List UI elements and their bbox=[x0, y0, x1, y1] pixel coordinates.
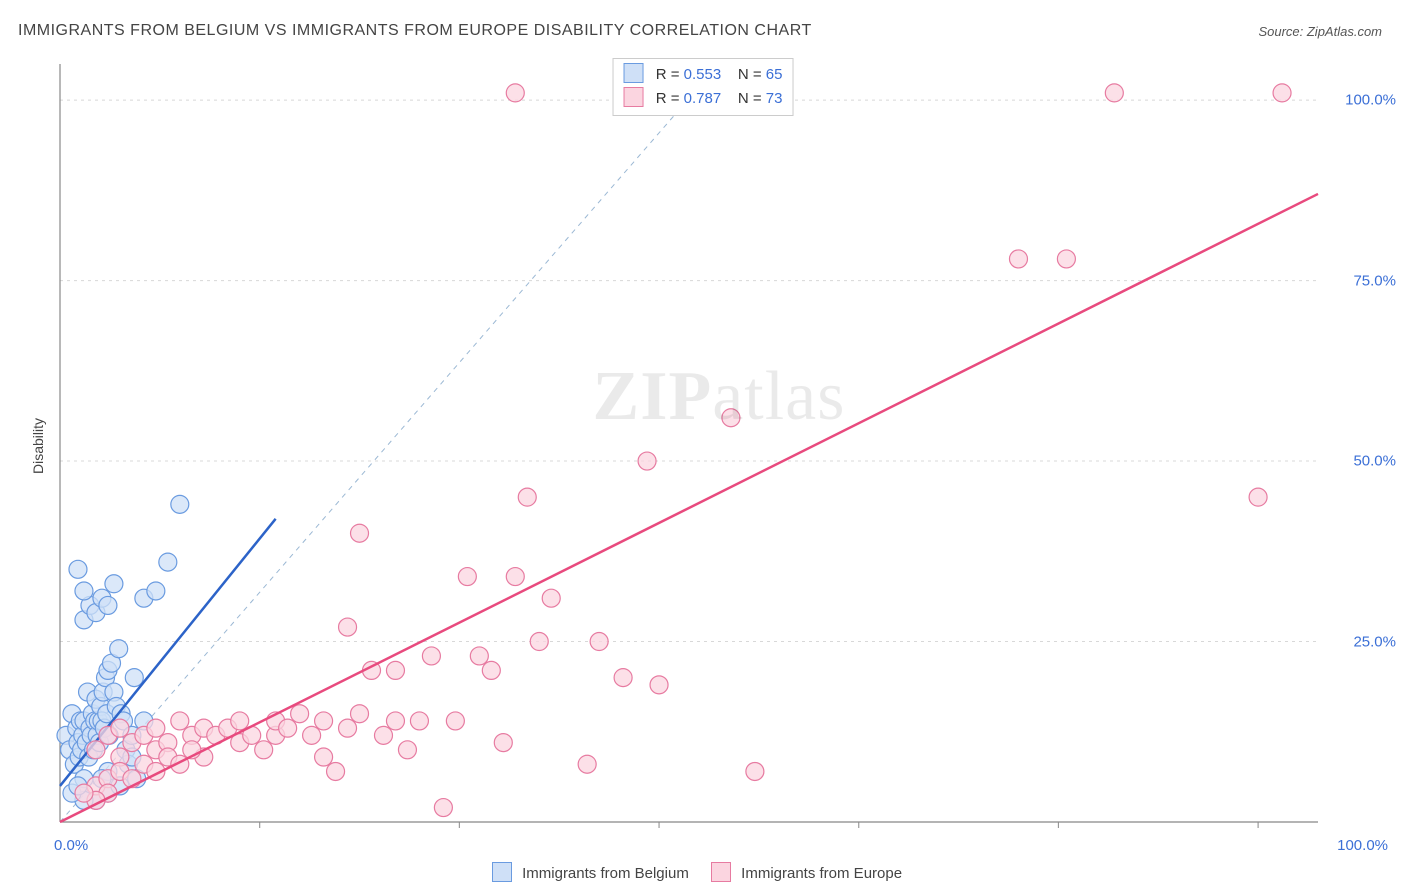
swatch-belgium bbox=[624, 63, 644, 83]
swatch-europe bbox=[624, 87, 644, 107]
series-label-europe: Immigrants from Europe bbox=[741, 865, 902, 882]
y-tick-label: 75.0% bbox=[1353, 272, 1396, 289]
x-tick-max: 100.0% bbox=[1337, 837, 1388, 854]
swatch-europe-x bbox=[711, 862, 731, 882]
series-label-belgium: Immigrants from Belgium bbox=[522, 865, 689, 882]
n-value-europe: 73 bbox=[766, 90, 783, 107]
legend-row-europe: R = 0.787 N = 73 bbox=[624, 87, 783, 111]
y-tick-label: 100.0% bbox=[1345, 92, 1396, 109]
chart-plot-area: ZIPatlas bbox=[54, 58, 1384, 828]
correlation-legend: R = 0.553 N = 65 R = 0.787 N = 73 bbox=[613, 58, 794, 116]
r-value-belgium: 0.553 bbox=[684, 66, 722, 83]
chart-title: IMMIGRANTS FROM BELGIUM VS IMMIGRANTS FR… bbox=[18, 22, 812, 40]
n-value-belgium: 65 bbox=[766, 66, 783, 83]
r-value-europe: 0.787 bbox=[684, 90, 722, 107]
legend-row-belgium: R = 0.553 N = 65 bbox=[624, 63, 783, 87]
y-tick-label: 50.0% bbox=[1353, 453, 1396, 470]
y-tick-label: 25.0% bbox=[1353, 633, 1396, 650]
source-label: Source: ZipAtlas.com bbox=[1258, 24, 1382, 39]
swatch-belgium-x bbox=[492, 862, 512, 882]
x-tick-min: 0.0% bbox=[54, 837, 88, 854]
scatter-svg bbox=[54, 58, 1384, 828]
y-axis-label: Disability bbox=[30, 418, 46, 474]
x-axis-legend: Immigrants from Belgium Immigrants from … bbox=[0, 862, 1376, 882]
